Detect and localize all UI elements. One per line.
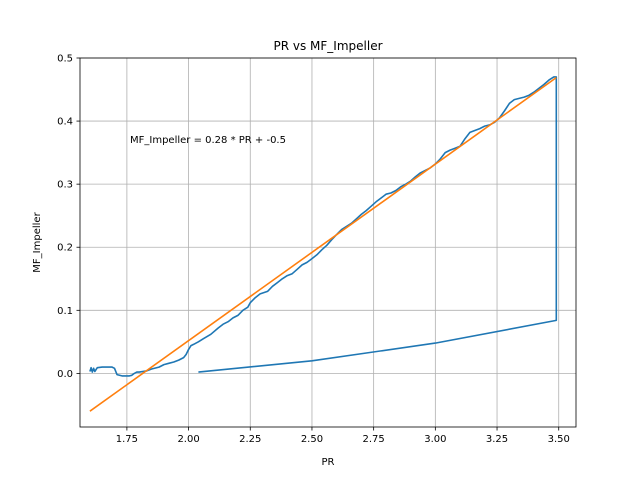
chart-title: PR vs MF_Impeller xyxy=(273,39,382,53)
x-tick-label: 1.75 xyxy=(116,434,138,445)
y-tick-label: 0.0 xyxy=(57,369,73,380)
x-tick-label: 3.00 xyxy=(424,434,446,445)
x-tick-label: 2.75 xyxy=(363,434,385,445)
axis-ticks: 1.75 2.00 2.25 2.50 2.75 3.00 3.25 3.50 0.0 0.1 0.… xyxy=(57,54,570,446)
y-tick-label: 0.3 xyxy=(57,180,73,191)
x-tick-label: 3.50 xyxy=(548,434,570,445)
x-tick-label: 2.50 xyxy=(301,434,323,445)
x-tick-label: 2.25 xyxy=(239,434,261,445)
y-axis-label: MF_Impeller xyxy=(32,211,43,272)
plot-frame xyxy=(79,57,577,428)
series-layer xyxy=(89,76,558,412)
y-tick-label: 0.1 xyxy=(57,306,73,317)
x-tick-label: 2.00 xyxy=(177,434,199,445)
fit-line xyxy=(89,76,557,412)
y-tick-label: 0.4 xyxy=(57,117,73,128)
x-axis-label: PR xyxy=(322,457,335,468)
equation-annotation: MF_Impeller = 0.28 * PR + -0.5 xyxy=(130,135,286,146)
y-tick-label: 0.2 xyxy=(57,243,73,254)
x-tick-label: 3.25 xyxy=(486,434,508,445)
y-tick-label: 0.5 xyxy=(57,54,73,65)
